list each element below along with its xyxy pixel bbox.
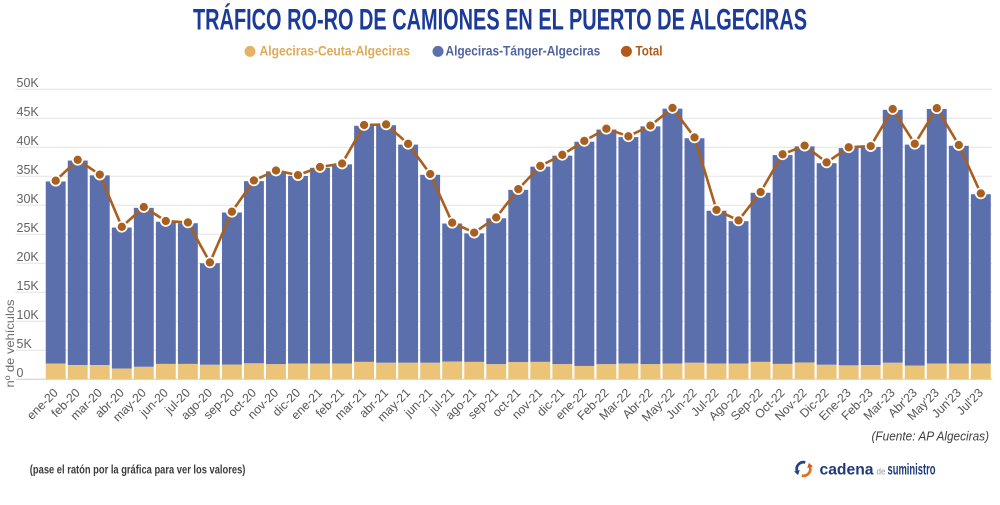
svg-text:(pase el ratón por la gráfica: (pase el ratón por la gráfica para ver l… bbox=[30, 463, 246, 477]
svg-text:15K: 15K bbox=[17, 279, 40, 293]
svg-text:0: 0 bbox=[17, 366, 24, 380]
svg-text:Total: Total bbox=[636, 43, 663, 58]
svg-text:5K: 5K bbox=[17, 337, 33, 351]
svg-text:20K: 20K bbox=[17, 250, 40, 264]
svg-text:(Fuente: AP Algeciras): (Fuente: AP Algeciras) bbox=[872, 429, 990, 444]
svg-text:10K: 10K bbox=[17, 308, 40, 322]
svg-text:suministro: suministro bbox=[888, 462, 936, 479]
svg-text:cadena: cadena bbox=[820, 462, 874, 479]
svg-text:nº de vehículos: nº de vehículos bbox=[3, 300, 17, 388]
svg-text:Algeciras-Ceuta-Algeciras: Algeciras-Ceuta-Algeciras bbox=[260, 43, 411, 58]
svg-text:40K: 40K bbox=[17, 134, 40, 148]
svg-text:Algeciras-Tánger-Algeciras: Algeciras-Tánger-Algeciras bbox=[446, 43, 601, 58]
svg-text:50K: 50K bbox=[17, 76, 40, 90]
svg-text:TRÁFICO RO-RO DE CAMIONES EN E: TRÁFICO RO-RO DE CAMIONES EN EL PUERTO D… bbox=[193, 3, 807, 37]
svg-text:35K: 35K bbox=[17, 163, 40, 177]
svg-text:de: de bbox=[877, 467, 886, 477]
svg-text:25K: 25K bbox=[17, 221, 40, 235]
svg-text:30K: 30K bbox=[17, 192, 40, 206]
svg-text:45K: 45K bbox=[17, 105, 40, 119]
